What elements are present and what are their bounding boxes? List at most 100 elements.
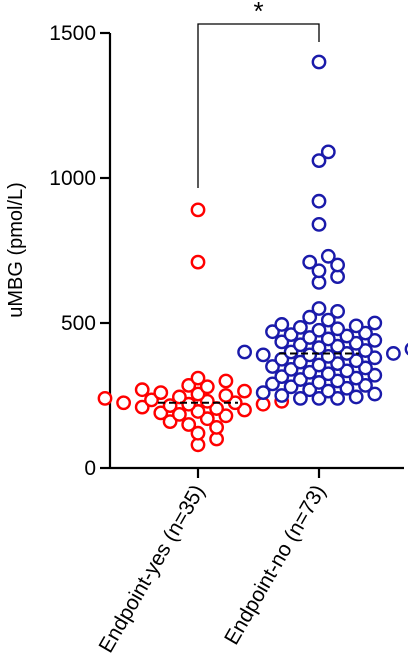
data-point xyxy=(302,330,318,345)
data-point xyxy=(302,309,318,325)
data-point xyxy=(385,346,401,361)
data-point xyxy=(302,254,318,270)
data-point xyxy=(181,417,197,432)
data-point xyxy=(199,411,215,427)
y-tick-label: 1000 xyxy=(49,167,96,190)
data-point xyxy=(144,392,159,408)
y-tick-label: 0 xyxy=(84,457,96,480)
data-point xyxy=(283,361,299,377)
data-point xyxy=(134,382,150,398)
data-point xyxy=(209,419,225,435)
data-point xyxy=(311,322,327,338)
data-point xyxy=(320,331,336,347)
data-points xyxy=(97,54,408,453)
data-point xyxy=(320,366,336,382)
data-point xyxy=(292,319,308,335)
data-point xyxy=(190,386,206,402)
data-point xyxy=(358,325,373,341)
data-point xyxy=(190,202,206,218)
data-point xyxy=(265,376,280,392)
data-point xyxy=(339,328,355,344)
data-point xyxy=(330,356,345,371)
data-point xyxy=(311,301,327,316)
data-point xyxy=(367,315,383,331)
data-point xyxy=(283,379,299,395)
data-point xyxy=(255,385,271,400)
data-point xyxy=(358,377,373,393)
data-point xyxy=(199,379,215,395)
data-point xyxy=(348,318,364,334)
data-point xyxy=(404,342,408,356)
data-point xyxy=(367,367,383,383)
data-point xyxy=(237,344,253,360)
data-point xyxy=(265,324,280,340)
data-point xyxy=(218,373,234,389)
data-point xyxy=(330,321,345,337)
data-point xyxy=(302,364,318,380)
x-category-label: Endpoint-no (n=73) xyxy=(220,481,330,649)
data-point xyxy=(274,369,290,385)
data-point xyxy=(153,405,169,421)
x-axis: Endpoint-yes (n=35) Endpoint-no (n=73) xyxy=(95,466,404,657)
data-point xyxy=(153,385,169,400)
y-tick-label: 500 xyxy=(61,312,96,335)
data-point xyxy=(348,370,364,386)
data-point xyxy=(283,327,299,342)
median-lines xyxy=(158,352,359,404)
data-point xyxy=(116,395,132,411)
data-point xyxy=(311,54,327,70)
data-point xyxy=(330,390,345,406)
data-point xyxy=(311,216,327,232)
data-point xyxy=(330,303,345,319)
data-point xyxy=(339,380,355,396)
data-point xyxy=(162,414,178,429)
data-point xyxy=(358,360,373,376)
data-point xyxy=(190,370,206,386)
data-point xyxy=(181,377,197,393)
data-point xyxy=(348,389,364,405)
data-point xyxy=(311,375,327,390)
data-point xyxy=(302,347,318,363)
data-point xyxy=(320,383,336,399)
data-point xyxy=(97,390,113,406)
significance-bracket: * xyxy=(197,0,320,188)
data-point xyxy=(358,343,373,358)
data-point xyxy=(171,406,187,422)
data-point xyxy=(330,338,345,354)
data-point xyxy=(339,363,355,379)
data-point xyxy=(274,388,290,403)
data-point xyxy=(348,353,364,369)
data-point xyxy=(181,396,197,412)
data-point xyxy=(190,404,206,419)
data-point xyxy=(171,389,187,405)
data-point xyxy=(274,334,290,350)
data-point xyxy=(237,383,252,399)
data-point xyxy=(218,408,234,424)
data-point xyxy=(367,350,383,366)
x-category-label: Endpoint-yes (n=35) xyxy=(95,481,210,657)
data-point xyxy=(320,144,336,160)
data-point xyxy=(237,402,252,418)
significance-star: * xyxy=(253,0,263,26)
data-point xyxy=(348,335,364,351)
data-point xyxy=(311,263,327,279)
y-axis: 0 500 1000 1500 xyxy=(49,22,112,480)
significance-bracket-line xyxy=(197,23,320,188)
data-point xyxy=(330,373,345,389)
data-point xyxy=(283,344,299,360)
data-point xyxy=(218,388,234,403)
data-point xyxy=(320,248,336,264)
y-axis-title: uMBG (pmol/L) xyxy=(5,182,27,318)
data-point xyxy=(367,386,383,402)
data-point xyxy=(311,390,327,406)
data-point xyxy=(311,357,327,373)
data-point xyxy=(274,317,290,332)
data-point xyxy=(190,254,206,270)
data-point xyxy=(265,359,280,374)
data-point xyxy=(255,347,271,363)
data-point xyxy=(199,393,215,409)
data-point xyxy=(367,332,383,348)
data-point xyxy=(292,390,308,406)
data-point xyxy=(320,312,336,328)
